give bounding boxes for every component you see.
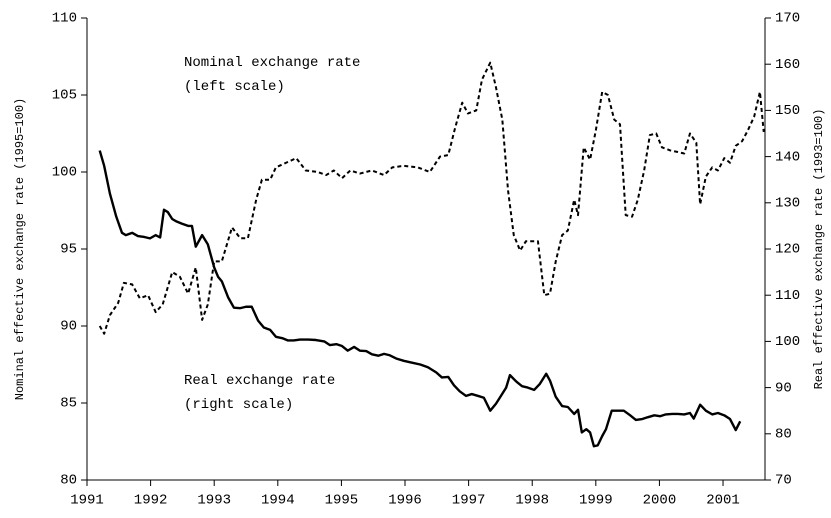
x-tick-label: 1996 [388,493,422,509]
y-tick-label: 85 [60,396,77,412]
y2-tick-label: 120 [775,242,800,258]
y2-tick-label: 150 [775,103,800,119]
annotation: Nominal exchange rate [184,55,360,71]
y2-tick-label: 130 [775,196,800,212]
y-tick-label: 80 [60,473,77,489]
y-tick-label: 110 [52,11,77,27]
annotation: Real exchange rate [184,373,335,389]
x-tick-label: 1991 [70,493,104,509]
x-tick-label: 2000 [643,493,677,509]
x-tick-label: 1995 [325,493,359,509]
y2-tick-label: 170 [775,11,800,27]
series-line [98,61,765,335]
y-tick-label: 105 [52,88,77,104]
y2-tick-label: 140 [775,149,800,165]
annotation: (left scale) [184,79,285,95]
y-tick-label: 90 [60,319,77,335]
y2-tick-label: 100 [775,334,800,350]
y-tick-label: 100 [52,165,77,181]
y2-tick-label: 80 [775,427,792,443]
x-tick-label: 1999 [579,493,613,509]
x-tick-label: 1998 [515,493,549,509]
x-tick-label: 1992 [134,493,168,509]
y2-tick-label: 160 [775,57,800,73]
x-tick-label: 1994 [261,493,295,509]
series-line [98,150,742,448]
y-tick-label: 95 [60,242,77,258]
y2-tick-label: 90 [775,380,792,396]
y2-axis-label: Real effective exchange rate (1993=100) [812,109,826,390]
annotation: (right scale) [184,397,293,413]
x-tick-label: 2001 [706,493,740,509]
y2-tick-label: 110 [775,288,800,304]
y-axis-label: Nominal effective exchange rate (1995=10… [13,98,27,400]
y2-tick-label: 70 [775,473,792,489]
x-tick-label: 1993 [197,493,231,509]
x-tick-label: 1997 [452,493,486,509]
